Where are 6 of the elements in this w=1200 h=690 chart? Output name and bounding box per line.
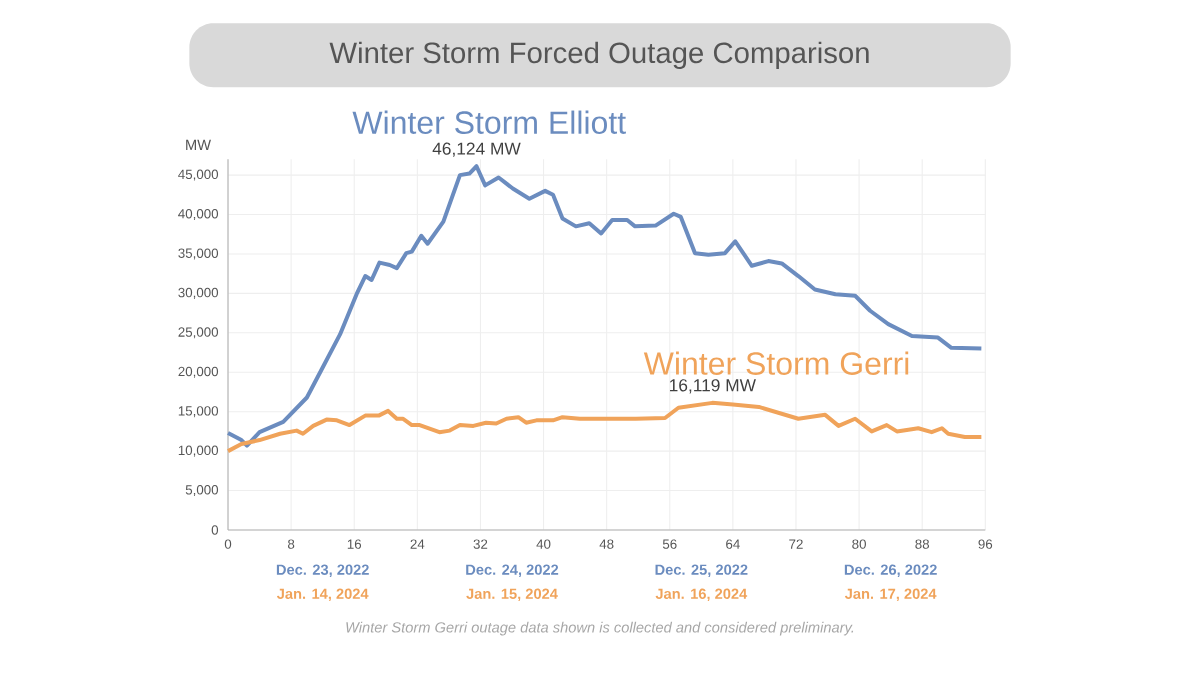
chart-title: Winter Storm Forced Outage Comparison bbox=[329, 41, 869, 69]
series-label: Winter Storm Elliott bbox=[352, 110, 626, 134]
annotation: 46,124 MW bbox=[432, 142, 521, 157]
annotation: 16,119 MW bbox=[670, 379, 756, 394]
line-series bbox=[226, 164, 984, 448]
series-label: Winter Storm Gerri bbox=[643, 351, 909, 375]
